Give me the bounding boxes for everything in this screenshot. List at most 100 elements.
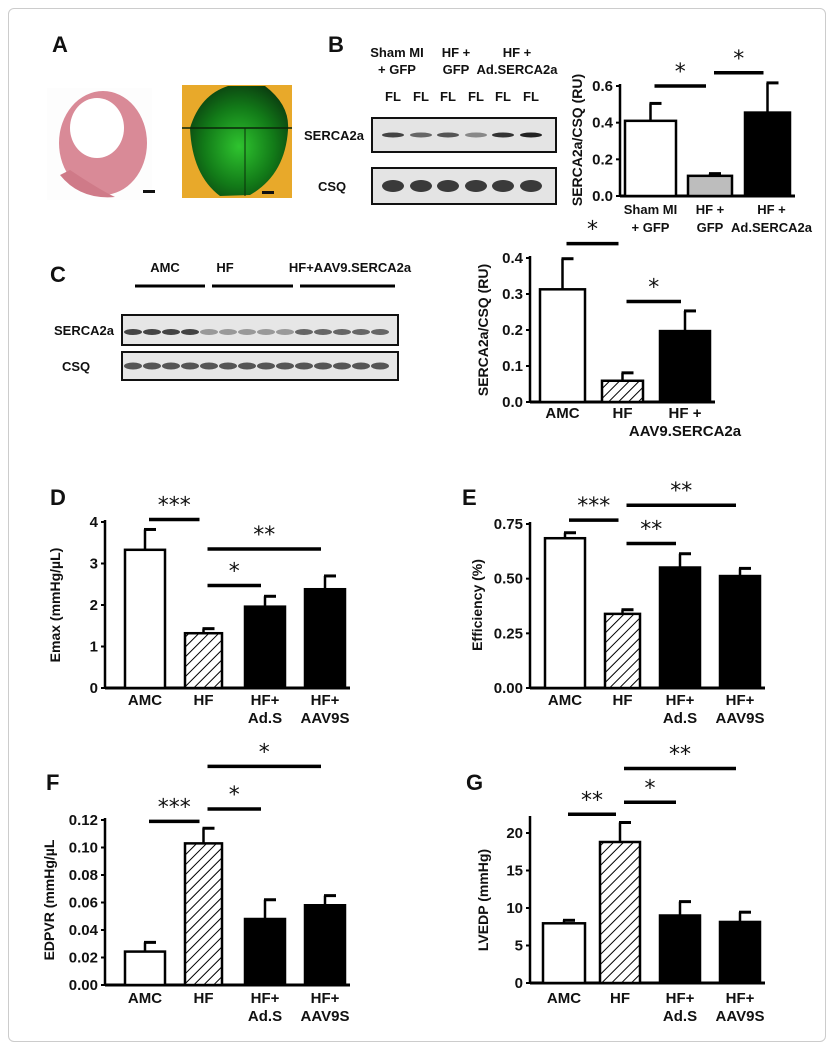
x-tick-label: AAV9S [716, 710, 765, 727]
x-tick-label: AMC [128, 692, 162, 709]
blot-band [257, 329, 275, 335]
blot-band [200, 362, 218, 370]
y-tick-label: 2 [90, 597, 98, 614]
y-tick-label: 0.2 [592, 151, 613, 168]
bar [598, 840, 642, 985]
significance-label: * [675, 60, 686, 85]
bar [543, 536, 587, 690]
blot-band [520, 180, 542, 192]
significance-label: *** [158, 494, 191, 519]
y-axis-label: SERCA2a/CSQ (RU) [475, 264, 491, 396]
blot-band [219, 362, 237, 370]
bar [243, 917, 287, 987]
blot-band [492, 180, 514, 192]
y-tick-label: 0.10 [69, 840, 98, 857]
significance-label: ** [669, 743, 691, 768]
y-tick-label: 0.12 [69, 812, 98, 829]
blot-band [465, 132, 487, 138]
significance-label: * [229, 559, 240, 584]
y-tick-label: 0.3 [502, 286, 523, 303]
scale-bar-icon [262, 191, 274, 194]
blot-group-label: HF + [503, 45, 532, 60]
bar [658, 914, 702, 985]
blot-group-label: Ad.SERCA2a [477, 62, 559, 77]
x-tick-label: HF + [696, 202, 725, 217]
blot-band [124, 329, 142, 335]
y-tick-label: 0.00 [494, 680, 523, 697]
blot-band [437, 132, 459, 138]
y-tick-label: 0.06 [69, 895, 98, 912]
x-tick-label: HF + [757, 202, 786, 217]
bar [538, 288, 587, 404]
x-tick-label: Ad.S [663, 1008, 697, 1025]
blot-band [352, 362, 370, 370]
y-tick-label: 0.6 [592, 78, 613, 95]
x-tick-label: Ad.SERCA2a [731, 220, 813, 235]
x-tick-label: HF [194, 692, 214, 709]
y-tick-label: 10 [506, 900, 523, 917]
blot-band [276, 362, 294, 370]
x-tick-label: AMC [545, 405, 579, 422]
blot-band [333, 362, 351, 370]
significance-label: * [259, 740, 270, 765]
x-tick-label: HF+ [251, 692, 280, 709]
x-tick-label: HF+ [251, 990, 280, 1007]
bar [303, 904, 347, 987]
y-tick-label: 0.00 [69, 977, 98, 994]
y-tick-label: 0.4 [592, 115, 614, 132]
blot-row-label: CSQ [318, 179, 346, 194]
y-tick-label: 15 [506, 863, 523, 880]
bar [600, 379, 645, 404]
blot-row-label: SERCA2a [54, 323, 115, 338]
panel-label-a: A [52, 32, 68, 57]
x-tick-label: Sham MI [624, 202, 677, 217]
chart-f: 0.00 0.02 0.04 0.06 0.08 0.10 0.12 EDPVR (mmHg/… [41, 740, 350, 1025]
y-tick-label: 5 [515, 938, 523, 955]
x-tick-label: AMC [547, 990, 581, 1007]
significance-label: *** [577, 494, 610, 519]
significance-label: ** [253, 523, 275, 548]
bar [603, 612, 642, 690]
blot-band [257, 362, 275, 370]
blot-group-label: GFP [443, 62, 470, 77]
blot-band [295, 362, 313, 370]
x-tick-label: HF [610, 990, 630, 1007]
bar [658, 329, 712, 404]
x-tick-label: HF+ [666, 692, 695, 709]
blot-band [492, 132, 514, 138]
bar [303, 587, 347, 690]
x-tick-label: AAV9S [301, 710, 350, 727]
x-tick-label: AAV9S [716, 1008, 765, 1025]
chart-b: 0.0 0.2 0.4 0.6 SERCA2a/CSQ (RU) Sham MI + GFP… [569, 47, 813, 235]
blot-band [410, 180, 432, 192]
significance-label: ** [670, 479, 692, 504]
blot-band [124, 362, 142, 370]
blot-row-label: SERCA2a [304, 128, 365, 143]
bar [123, 950, 167, 987]
blot-c: AMC HF HF+AAV9.SERCA2a SERCA2a CSQ [54, 260, 412, 381]
y-axis-label: Emax (mmHg/µL) [47, 548, 63, 663]
x-tick-label: HF [194, 990, 214, 1007]
blot-group-label: Sham MI [370, 45, 423, 60]
significance-label: ** [640, 517, 662, 542]
y-tick-label: 0.50 [494, 571, 523, 588]
panel-label-f: F [46, 770, 59, 795]
y-tick-label: 0.0 [592, 188, 613, 205]
blot-band [200, 329, 218, 335]
x-tick-label: HF+ [666, 990, 695, 1007]
significance-label: * [648, 276, 659, 301]
bar [718, 920, 762, 985]
chart-c: 0.0 0.1 0.2 0.3 0.4 SERCA2a/CSQ (RU) AMC HF HF +… [475, 218, 742, 440]
blot-band [181, 362, 199, 370]
x-tick-label: HF [613, 692, 633, 709]
blot-band [314, 362, 332, 370]
significance-label: ** [581, 788, 603, 813]
lane-label: FL [440, 89, 456, 104]
blot-band [162, 362, 180, 370]
blot-band [143, 329, 161, 335]
x-tick-label: AAV9S [301, 1008, 350, 1025]
y-tick-label: 0.02 [69, 950, 98, 967]
blot-band [219, 329, 237, 335]
